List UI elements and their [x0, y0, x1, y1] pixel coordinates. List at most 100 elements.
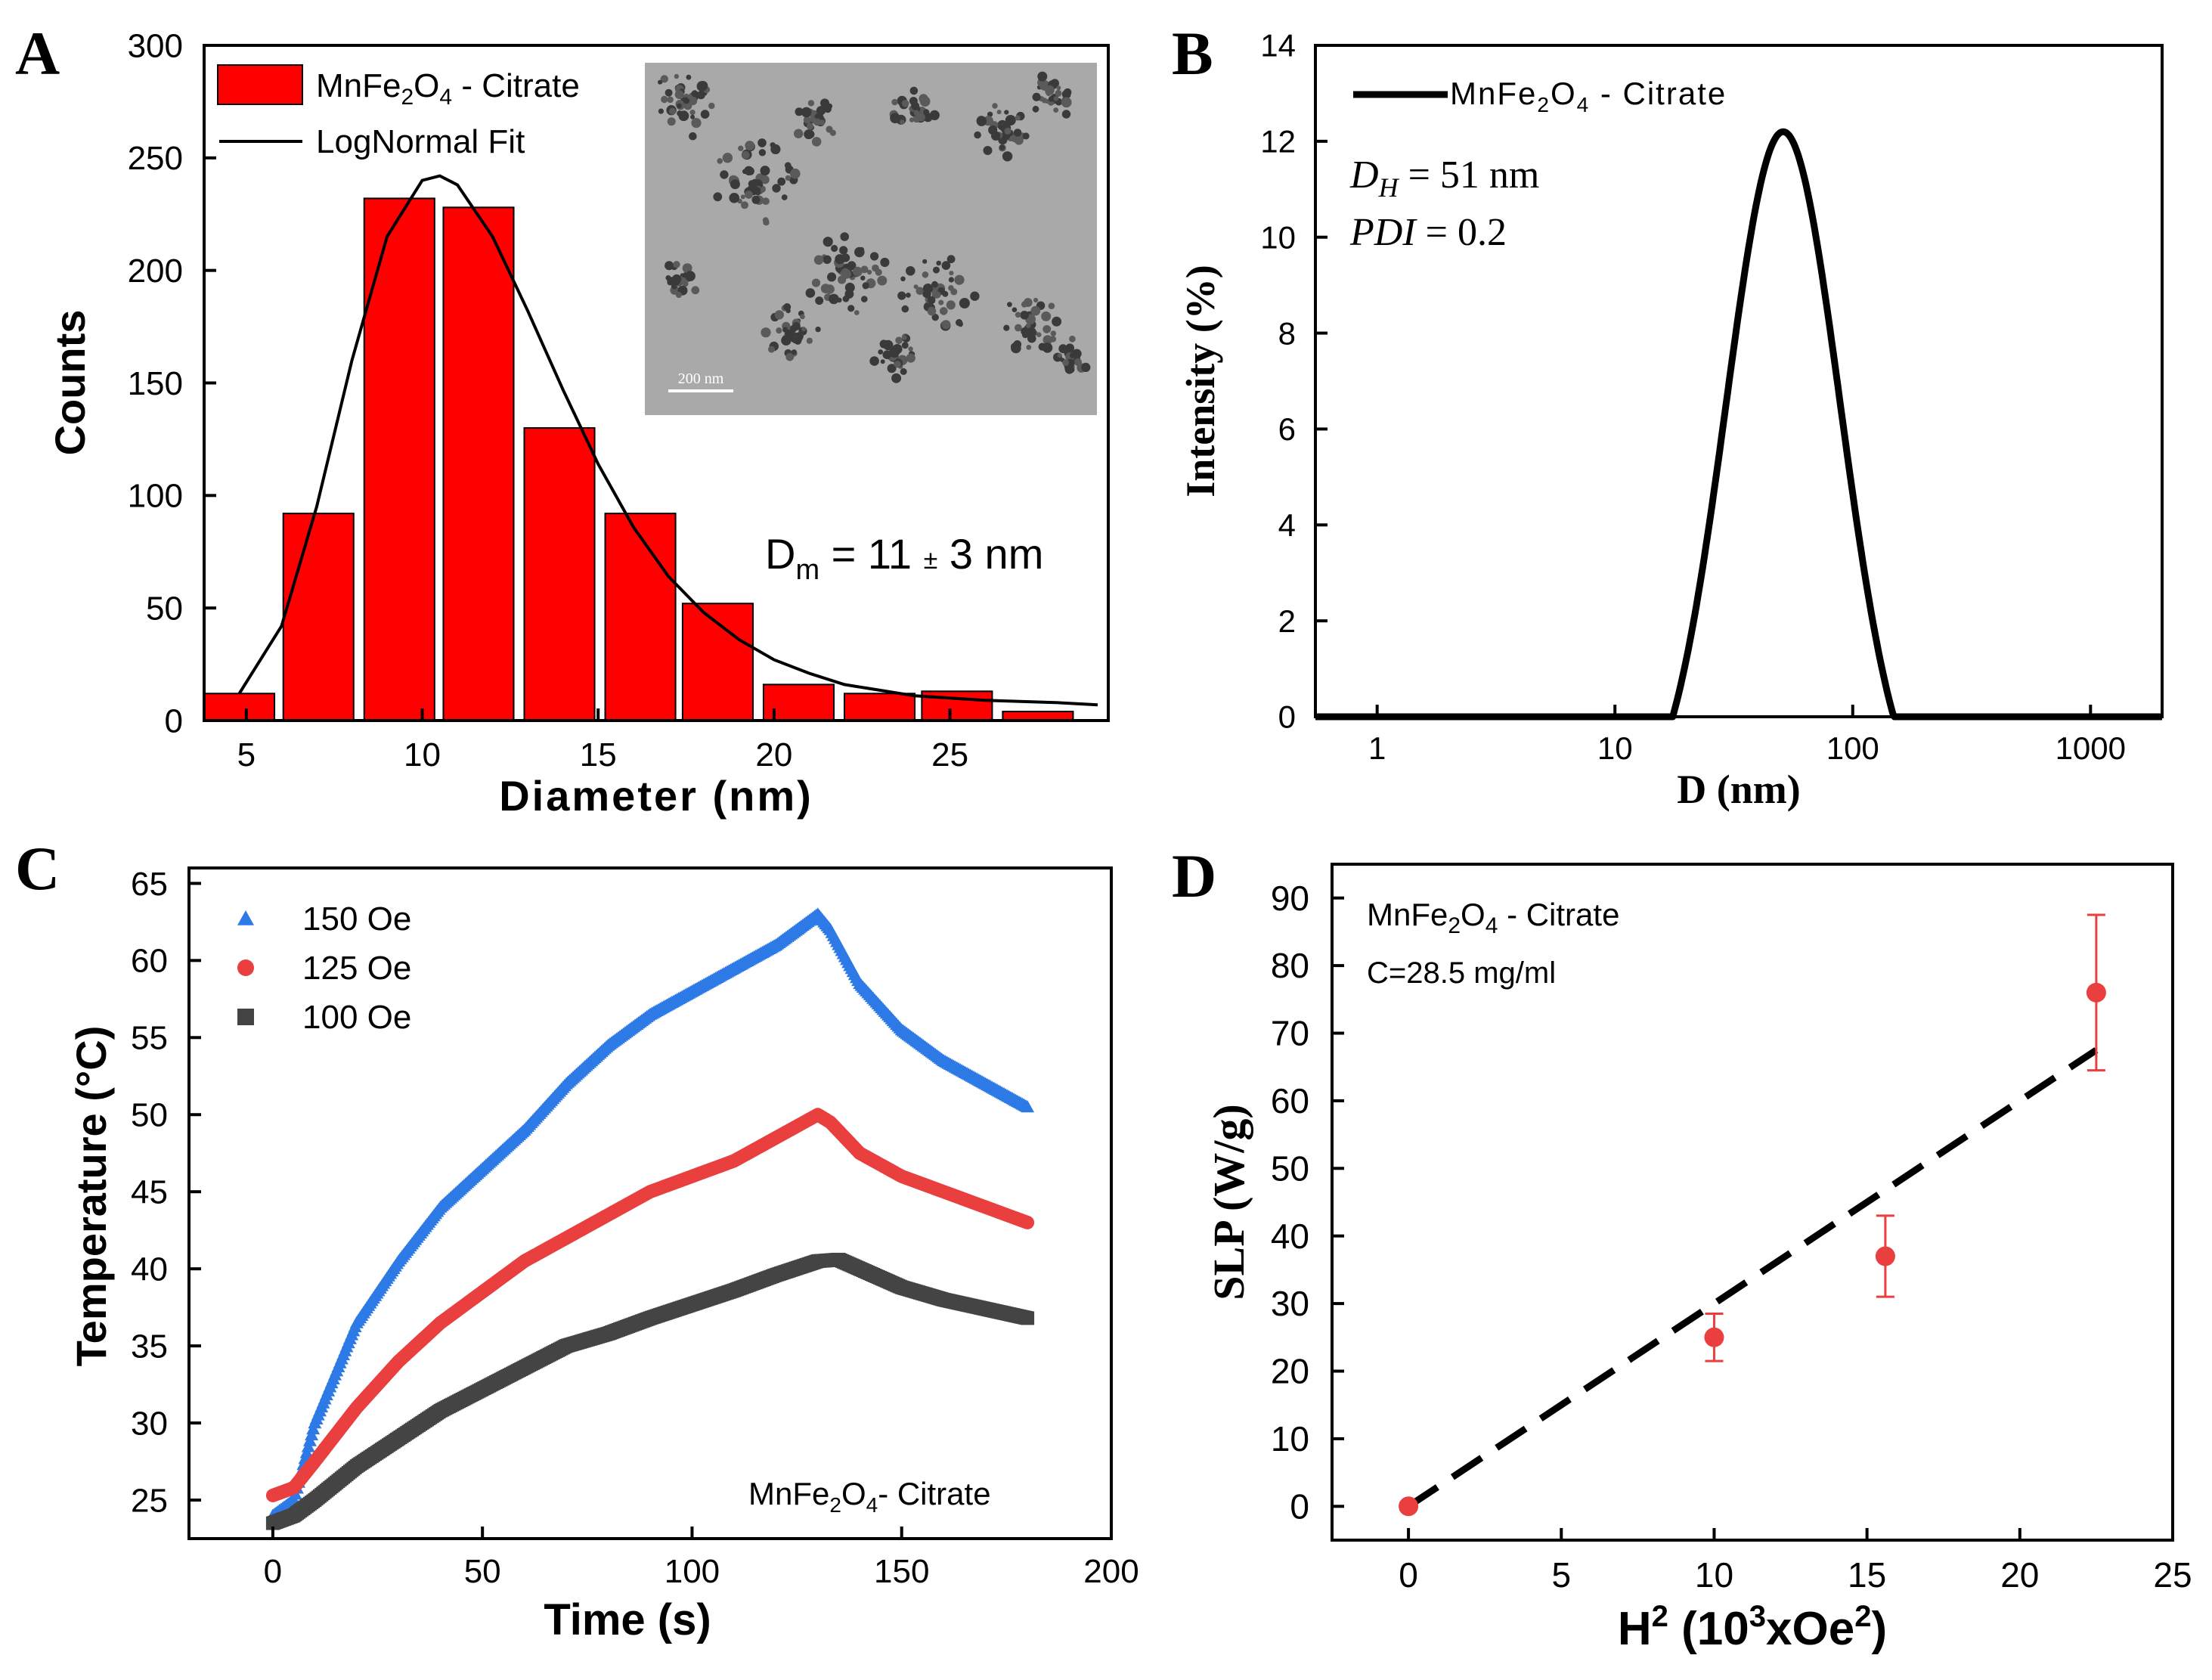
- x-tick-label: 10: [404, 736, 441, 773]
- inset-particle: [934, 291, 941, 299]
- inset-particle: [941, 261, 951, 270]
- inset-particle: [938, 299, 944, 305]
- inset-particle: [829, 293, 839, 305]
- point-marker: [2086, 982, 2106, 1003]
- x-tick-label: 25: [931, 736, 968, 773]
- inset-particle: [1032, 105, 1039, 113]
- inset-particle: [996, 110, 1002, 115]
- inset-particle: [1013, 340, 1022, 349]
- panel-a-letter: A: [15, 19, 60, 88]
- inset-particle: [1069, 352, 1076, 358]
- inset-particle: [720, 170, 729, 179]
- panel-b-dh-annotation: DH = 51 nm: [1349, 153, 1539, 203]
- y-tick-label: 90: [1271, 879, 1309, 918]
- panel-b-x-axis-label: D (nm): [1677, 767, 1800, 812]
- legend-label: 150 Oe: [302, 900, 411, 938]
- panel-b-pdi-annotation: PDI = 0.2: [1349, 211, 1507, 254]
- inset-particle: [781, 194, 788, 200]
- inset-particle: [667, 117, 676, 126]
- y-tick-label: 0: [1278, 699, 1296, 735]
- x-tick-label: 1000: [2056, 730, 2126, 766]
- y-tick-label: 150: [128, 365, 183, 402]
- panel-a-inset-background: [645, 63, 1097, 415]
- inset-particle: [781, 335, 792, 346]
- histogram-bar: [203, 693, 276, 722]
- inset-particle: [717, 158, 723, 164]
- inset-particle: [853, 266, 863, 277]
- panel-d-y-axis-label: SLP (W/g): [1204, 1104, 1253, 1300]
- inset-particle: [783, 303, 792, 311]
- inset-particle: [1061, 110, 1071, 119]
- y-tick-label: 6: [1278, 411, 1296, 447]
- inset-particle: [844, 289, 854, 299]
- inset-particle: [815, 296, 824, 305]
- y-tick-label: 300: [128, 27, 183, 64]
- inset-particle: [815, 326, 821, 333]
- panel-d-sample-annotation: MnFe2O4 - Citrate: [1367, 897, 1619, 938]
- panel-b-plot-frame: [1314, 44, 2164, 718]
- inset-particle: [900, 367, 907, 375]
- inset-particle: [825, 284, 835, 294]
- y-tick-label: 40: [131, 1251, 168, 1288]
- panel-b-y-axis-label: Intensity (%): [1178, 265, 1223, 497]
- inset-particle: [847, 261, 857, 271]
- panel-d-linear-fit-line: [1406, 1047, 2099, 1510]
- inset-particle: [929, 110, 940, 120]
- inset-particle: [869, 356, 879, 366]
- histogram-bar: [604, 513, 677, 721]
- x-tick-label: 25: [2153, 1555, 2192, 1595]
- legend-label: 125 Oe: [302, 950, 411, 987]
- inset-particle: [1057, 353, 1062, 358]
- x-tick-label: 20: [755, 736, 792, 773]
- panel-a: A 5 10 15 20 25 0 50 100 150 200 250 300 Diameter …: [15, 19, 1110, 820]
- x-tick-label: 100: [1826, 730, 1879, 766]
- inset-particle: [1037, 71, 1048, 82]
- inset-particle: [908, 346, 913, 352]
- inset-particle: [941, 320, 951, 330]
- inset-particle: [1015, 324, 1022, 332]
- inset-particle: [991, 131, 1001, 141]
- panel-d-concentration-annotation: C=28.5 mg/ml: [1367, 956, 1556, 990]
- inset-particle: [897, 291, 906, 300]
- panel-a-x-ticks: 5 10 15 20 25: [237, 708, 968, 773]
- inset-particle: [1041, 311, 1052, 321]
- inset-particle: [1049, 336, 1057, 343]
- inset-particle: [1061, 97, 1072, 108]
- inset-particle: [813, 118, 821, 126]
- y-tick-label: 50: [146, 590, 183, 628]
- panel-b-letter: B: [1172, 19, 1213, 88]
- panel-a-inset-scalebar-label: 200 nm: [678, 370, 724, 387]
- inset-particle: [1064, 88, 1072, 97]
- panel-b-legend-label: MnFe2O4 - Citrate: [1450, 76, 1727, 116]
- inset-particle: [1026, 327, 1036, 338]
- inset-particle: [906, 353, 915, 363]
- inset-particle: [831, 244, 838, 253]
- inset-particle: [689, 110, 696, 116]
- inset-particle: [1056, 85, 1061, 91]
- inset-particle: [806, 122, 814, 130]
- panel-d-x-ticks: 0 5 10 15 20 25: [1399, 1528, 2192, 1595]
- panel-d-x-axis-label: H2 (103xOe2): [1618, 1600, 1887, 1655]
- inset-particle: [1055, 89, 1062, 97]
- inset-particle: [806, 337, 813, 344]
- inset-particle: [1025, 323, 1031, 329]
- y-tick-label: 4: [1278, 507, 1296, 543]
- panel-b-x-ticks: 1 10 100 1000: [1368, 705, 2126, 766]
- inset-particle: [741, 201, 748, 209]
- inset-particle: [913, 110, 919, 116]
- inset-particle: [835, 254, 845, 265]
- inset-particle: [708, 102, 715, 110]
- inset-particle: [738, 145, 744, 151]
- inset-particle: [872, 264, 879, 272]
- x-tick-label: 10: [1597, 730, 1633, 766]
- y-tick-label: 30: [1271, 1284, 1309, 1323]
- x-tick-label: 200: [1083, 1553, 1139, 1590]
- panel-a-legend-bar-swatch: [217, 64, 303, 105]
- inset-particle: [757, 138, 767, 147]
- inset-particle: [922, 271, 929, 278]
- inset-particle: [948, 285, 954, 291]
- panel-c-legend: 150 Oe 125 Oe 100 Oe: [237, 900, 411, 1036]
- inset-particle: [854, 310, 860, 315]
- inset-particle: [1020, 311, 1029, 320]
- inset-particle: [770, 142, 776, 148]
